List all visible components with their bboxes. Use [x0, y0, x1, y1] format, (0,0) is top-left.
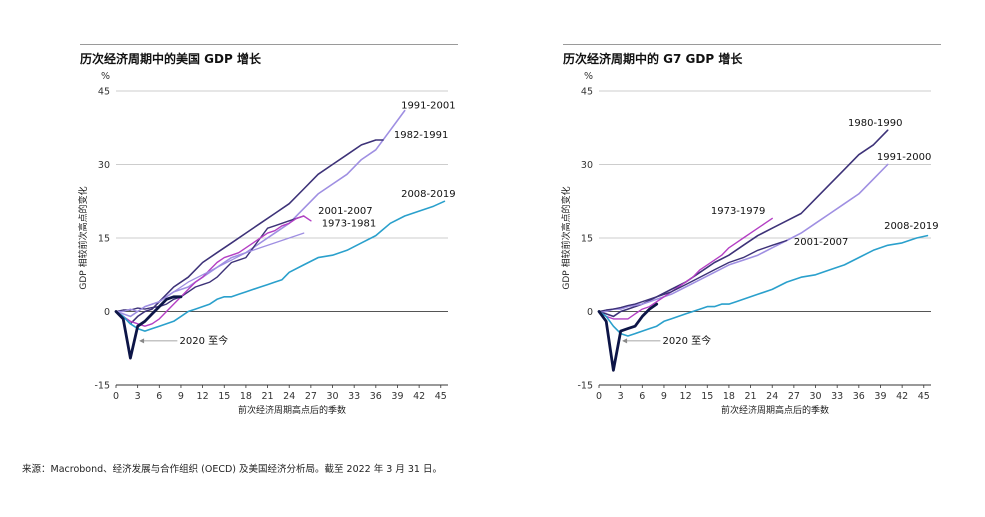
x-tick-label: 45: [918, 391, 930, 402]
x-tick-label: 27: [305, 391, 317, 402]
x-tick-label: 12: [197, 391, 209, 402]
y-tick-label: 45: [98, 87, 110, 98]
x-tick-label: 24: [283, 391, 295, 402]
series-label-1991-2001: 1991-2001: [401, 101, 456, 112]
series-label-2020: 2020 至今: [663, 334, 712, 347]
x-tick-label: 42: [896, 391, 908, 402]
series-label-1973-1981: 1973-1981: [322, 218, 377, 229]
series-label-1982-1991: 1982-1991: [394, 130, 449, 141]
y-tick-label: 30: [581, 160, 593, 171]
x-tick-label: 0: [113, 391, 119, 402]
y-axis-title: GDP 相较前次高点的变化: [77, 186, 89, 289]
x-tick-label: 36: [370, 391, 382, 402]
x-tick-label: 3: [135, 391, 141, 402]
series-line-2020: [597, 302, 659, 372]
x-tick-label: 33: [348, 391, 360, 402]
annotation-arrow-head: [622, 338, 628, 344]
series-line-2001-2007: [115, 215, 305, 313]
y-tick-label: -15: [94, 381, 110, 392]
y-tick-label: 30: [98, 160, 110, 171]
series-line-1973-1979: [598, 217, 773, 320]
x-tick-label: 21: [262, 391, 274, 402]
series-line-1980-1990: [598, 129, 889, 318]
y-tick-label: 15: [98, 234, 110, 245]
x-tick-label: 18: [240, 391, 252, 402]
x-tick-label: 9: [661, 391, 667, 402]
x-tick-label: 3: [618, 391, 624, 402]
x-axis-title: 前次经济周期高点后的季数: [238, 404, 346, 416]
x-tick-label: 45: [435, 391, 447, 402]
source-note: 来源：Macrobond、经济发展与合作组织 (OECD) 及美国经济分析局。截…: [22, 464, 442, 475]
series-line-1991-2000: [598, 163, 889, 313]
series-line-2001-2007: [598, 239, 788, 313]
left-chart-title: 历次经济周期中的美国 GDP 增长: [80, 52, 261, 66]
x-axis-title: 前次经济周期高点后的季数: [721, 404, 829, 416]
series-label-2001-2007: 2001-2007: [794, 237, 849, 248]
y-tick-label: 0: [104, 307, 110, 318]
x-tick-label: 27: [788, 391, 800, 402]
series-label-1991-2000: 1991-2000: [877, 152, 932, 163]
series-line-2008-2019: [598, 234, 929, 337]
left-panel-rule: [80, 44, 458, 45]
x-tick-label: 15: [701, 391, 713, 402]
y-unit-label: %: [101, 71, 110, 82]
series-line-series: [115, 232, 305, 313]
y-tick-label: 15: [581, 234, 593, 245]
x-tick-label: 0: [596, 391, 602, 402]
x-tick-label: 39: [874, 391, 886, 402]
series-label-2001-2007: 2001-2007: [318, 206, 373, 217]
series-line-2008-2019: [115, 200, 446, 332]
x-tick-label: 6: [156, 391, 162, 402]
series-label-1973-1979: 1973-1979: [711, 206, 766, 217]
x-tick-label: 42: [413, 391, 425, 402]
x-tick-label: 6: [639, 391, 645, 402]
y-tick-label: 45: [581, 87, 593, 98]
x-tick-label: 30: [809, 391, 821, 402]
series-line-2020: [114, 295, 183, 360]
x-tick-label: 36: [853, 391, 865, 402]
x-tick-label: 15: [218, 391, 230, 402]
series-line-1982-1991: [115, 139, 384, 325]
x-tick-label: 30: [326, 391, 338, 402]
x-tick-label: 21: [745, 391, 757, 402]
y-tick-label: 0: [587, 307, 593, 318]
annotation-arrow-head: [139, 338, 145, 344]
right-panel-rule: [563, 44, 941, 45]
y-tick-label: -15: [577, 381, 593, 392]
y-axis-title: GDP 相较前次高点的变化: [560, 186, 572, 289]
y-unit-label: %: [584, 71, 593, 82]
x-tick-label: 18: [723, 391, 735, 402]
series-label-2020: 2020 至今: [180, 334, 229, 347]
series-line-1973-1981: [115, 215, 312, 327]
series-label-2008-2019: 2008-2019: [884, 221, 939, 232]
right-chart-title: 历次经济周期中的 G7 GDP 增长: [563, 52, 743, 66]
x-tick-label: 39: [391, 391, 403, 402]
x-tick-label: 24: [766, 391, 778, 402]
x-tick-label: 12: [680, 391, 692, 402]
x-tick-label: 9: [178, 391, 184, 402]
series-label-1980-1990: 1980-1990: [848, 118, 903, 129]
series-label-2008-2019: 2008-2019: [401, 189, 456, 200]
x-tick-label: 33: [831, 391, 843, 402]
